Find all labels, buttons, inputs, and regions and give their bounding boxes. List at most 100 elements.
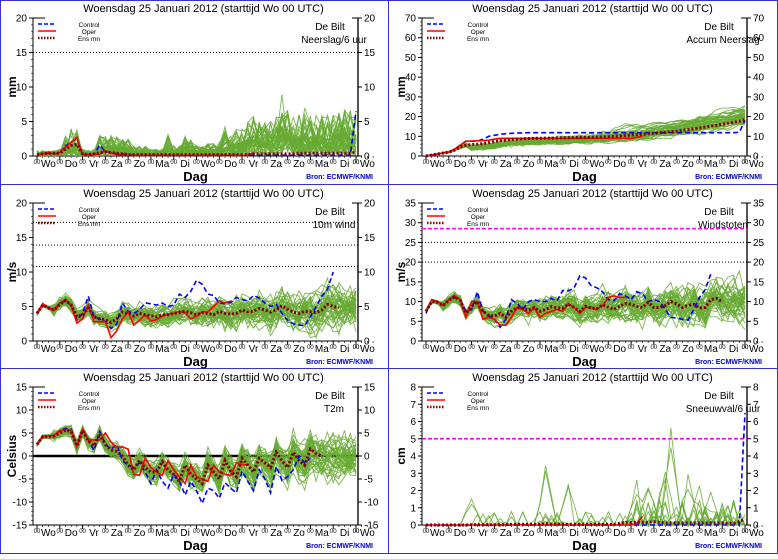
x-day-label: Za	[659, 344, 671, 355]
x-hour-label: 00	[239, 345, 246, 351]
x-hour-label: 00	[696, 160, 703, 166]
x-hour-label: 00	[445, 345, 452, 351]
x-hour-label: 00	[56, 345, 63, 351]
variable-label: Sneeuwval/6 uur	[686, 404, 761, 415]
x-hour-label: 00	[193, 529, 200, 535]
y-tick-label-right: 30	[753, 218, 765, 229]
y-tick-label-right: 1	[753, 503, 759, 514]
x-hour-label: 00	[353, 345, 360, 351]
y-tick-label-right: 5	[753, 434, 759, 445]
y-tick-label-left: 15	[16, 233, 28, 244]
x-hour-label: 00	[742, 529, 749, 535]
x-hour-label: 00	[719, 160, 726, 166]
x-day-label: Vr	[249, 528, 259, 539]
x-day-label: Di	[340, 528, 349, 539]
y-axis-label: Celsius	[5, 434, 19, 477]
x-hour-label: 00	[445, 529, 452, 535]
chart-panel-snow6h: Woensdag 25 Januari 2012 (starttijd Wo 0…	[394, 372, 764, 553]
series-line-control	[36, 271, 334, 330]
x-day-label: Do	[454, 159, 467, 170]
y-axis-label: m/s	[5, 261, 19, 282]
ensemble-member-line	[36, 290, 357, 329]
location-label: De Bilt	[315, 391, 345, 402]
x-day-label: Do	[224, 159, 237, 170]
chart-title: Woensdag 25 Januari 2012 (starttijd Wo 0…	[83, 188, 324, 200]
x-day-label: Ma	[155, 159, 169, 170]
x-day-label: Vr	[89, 528, 99, 539]
location-label: De Bilt	[704, 391, 734, 402]
y-tick-label-left: 15	[405, 277, 417, 288]
series-line-ens-mn	[35, 298, 340, 325]
x-day-label: Di	[729, 528, 738, 539]
x-hour-label: 00	[216, 160, 223, 166]
x-hour-label: 00	[582, 345, 589, 351]
y-axis-label: mm	[394, 76, 408, 97]
y-tick-label-right: 35	[753, 199, 765, 210]
x-hour-label: 00	[239, 160, 246, 166]
x-day-label: Ma	[544, 159, 558, 170]
legend-label: Oper	[82, 214, 97, 221]
x-day-label: Di	[180, 344, 189, 355]
x-hour-label: 00	[673, 529, 680, 535]
y-tick-label-right: 20	[364, 14, 376, 25]
x-day-label: Vr	[638, 344, 648, 355]
x-hour-label: 00	[719, 345, 726, 351]
x-hour-label: 00	[514, 529, 521, 535]
x-hour-label: 00	[284, 160, 291, 166]
variable-label: T2m	[324, 404, 344, 415]
y-tick-label-left: 15	[16, 48, 28, 59]
x-day-label: Wo	[360, 159, 375, 170]
x-hour-label: 00	[514, 160, 521, 166]
y-tick-label-right: 0	[364, 337, 370, 348]
series-line-oper	[425, 294, 626, 326]
x-hour-label: 00	[491, 345, 498, 351]
chart-title: Woensdag 25 Januari 2012 (starttijd Wo 0…	[83, 372, 324, 384]
x-hour-label: 00	[148, 160, 155, 166]
y-tick-label-left: 10	[16, 268, 28, 279]
x-day-label: Ma	[704, 528, 718, 539]
x-hour-label: 00	[34, 529, 41, 535]
y-tick-label-left: 20	[16, 199, 28, 210]
y-tick-label-left: 70	[405, 14, 417, 25]
y-tick-label-right: 0	[364, 152, 370, 163]
x-day-label: Ma	[155, 528, 169, 539]
legend-label: Control	[468, 22, 490, 29]
x-day-label: Za	[270, 528, 282, 539]
x-hour-label: 00	[193, 160, 200, 166]
x-day-label: Vr	[249, 159, 259, 170]
x-hour-label: 00	[559, 529, 566, 535]
x-hour-label: 00	[673, 345, 680, 351]
y-tick-label-right: 30	[753, 92, 765, 103]
ensemble-member-line	[36, 425, 357, 492]
y-tick-label-left: 10	[16, 83, 28, 94]
x-hour-label: 00	[742, 160, 749, 166]
chart-panel-windgusts: Woensdag 25 Januari 2012 (starttijd Wo 0…	[394, 188, 765, 369]
y-tick-label-left: -10	[13, 498, 28, 509]
y-tick-label-right: 5	[364, 302, 370, 313]
x-hour-label: 00	[353, 160, 360, 166]
y-tick-label-right: 0	[753, 337, 759, 348]
x-hour-label: 00	[307, 160, 314, 166]
x-hour-label: 00	[262, 160, 269, 166]
legend-label: Control	[79, 207, 101, 214]
x-hour-label: 00	[605, 345, 612, 351]
x-day-label: Wo	[360, 344, 375, 355]
y-tick-label-left: 4	[410, 452, 416, 463]
x-day-label: Wo	[749, 159, 764, 170]
y-tick-label-right: 2	[753, 486, 759, 497]
x-axis-label: Dag	[183, 538, 208, 553]
x-day-label: Wo	[430, 528, 445, 539]
y-tick-label-left: 8	[410, 383, 416, 394]
y-tick-label-right: 25	[753, 238, 765, 249]
y-tick-label-left: 20	[405, 112, 417, 123]
y-axis-label: mm	[5, 76, 19, 97]
x-hour-label: 00	[628, 345, 635, 351]
x-day-label: Di	[569, 528, 578, 539]
series-line-control	[425, 273, 712, 329]
y-tick-label-right: 3	[753, 469, 759, 480]
x-day-label: Zo	[682, 528, 694, 539]
y-tick-label-right: 20	[364, 199, 376, 210]
x-hour-label: 00	[491, 160, 498, 166]
x-hour-label: 00	[605, 160, 612, 166]
